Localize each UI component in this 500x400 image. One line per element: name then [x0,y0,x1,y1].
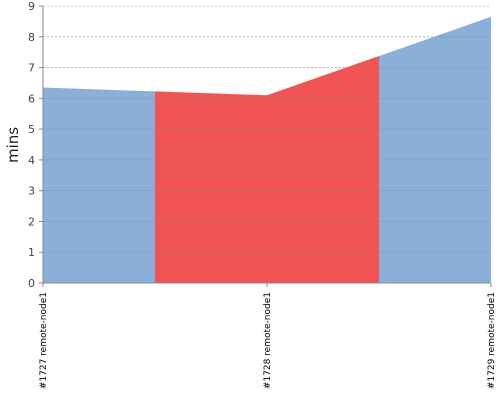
y-tick-label: 4 [28,154,35,167]
y-tick-label: 8 [28,31,35,44]
y-tick-label: 9 [28,0,35,13]
area-segment [155,56,379,284]
y-tick-label: 1 [28,246,35,259]
x-tick-label: #1728 remote-node1 [263,292,273,389]
y-tick-label: 5 [28,123,35,136]
y-axis-label: mins [4,127,22,163]
y-tick-label: 0 [28,277,35,290]
area-segment [379,16,491,284]
x-tick-label: #1727 remote-node1 [39,292,49,389]
y-tick-label: 6 [28,92,35,105]
area-segment [43,87,155,283]
y-tick-label: 7 [28,62,35,75]
y-tick-label: 2 [28,215,35,228]
y-tick-label: 3 [28,185,35,198]
x-tick-label: #1729 remote-node1 [487,292,497,389]
